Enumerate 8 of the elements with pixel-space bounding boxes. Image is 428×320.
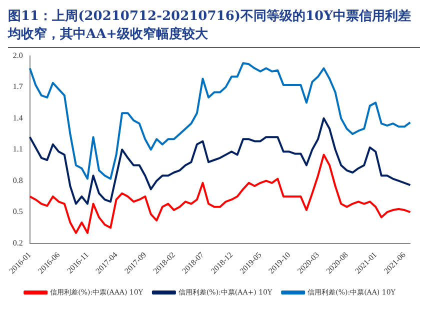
y-tick-label: 0.5 bbox=[12, 207, 23, 216]
y-tick-label: 2.0 bbox=[12, 50, 23, 60]
y-tick-label: 1.1 bbox=[12, 144, 23, 154]
y-tick-label: 1.7 bbox=[12, 82, 23, 92]
chart-title: 图11：上周(20210712-20210716)不同等级的10Y中票信用利差均收窄，其中AA+级收窄幅度较大 bbox=[8, 8, 420, 48]
y-tick-label: 0.8 bbox=[12, 176, 23, 185]
y-tick-label: 1.4 bbox=[12, 113, 23, 122]
y-tick-label: 0.2 bbox=[12, 238, 23, 248]
